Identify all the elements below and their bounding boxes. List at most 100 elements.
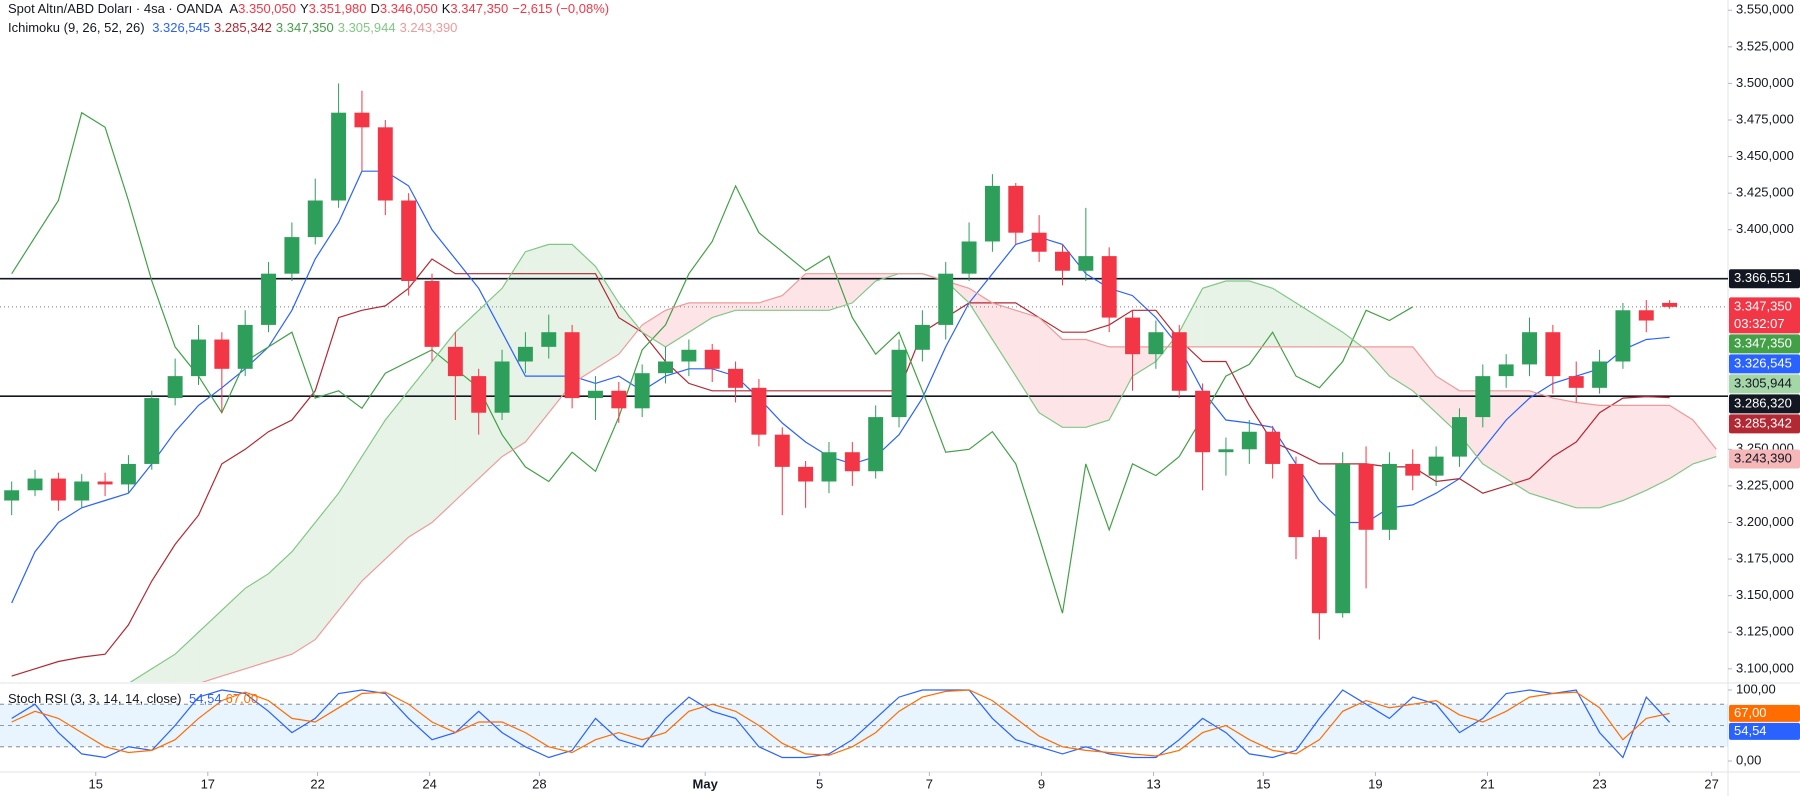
ohlc-value: 3.350,050 — [238, 1, 296, 16]
x-tick-label: 28 — [532, 776, 546, 791]
cloud-segment — [151, 654, 176, 682]
candle-body — [728, 368, 744, 388]
candle-body — [1638, 310, 1654, 321]
cloud-segment — [245, 573, 269, 669]
candle-body — [377, 127, 393, 201]
price-label: 3.286,320 — [1734, 395, 1792, 410]
x-tick-label: 19 — [1368, 776, 1382, 791]
candle-body — [1522, 332, 1537, 365]
candle-body — [1148, 332, 1164, 355]
ichimoku-value: 3.326,545 — [152, 20, 211, 35]
candle-body — [1288, 463, 1304, 538]
candle-body — [751, 387, 767, 435]
cloud-segment — [1529, 390, 1553, 501]
cloud-segment — [198, 610, 222, 682]
cloud-segment — [1389, 346, 1413, 391]
candle-body — [658, 361, 673, 374]
candle-body — [704, 349, 720, 369]
candle-body — [4, 490, 20, 501]
candle-body — [27, 478, 43, 491]
stoch-title: Stoch RSI (3, 3, 14, 14, close) — [8, 691, 182, 706]
x-tick-label: 13 — [1146, 776, 1160, 791]
candle-body — [144, 398, 160, 464]
stoch-legend: Stoch RSI (3, 3, 14, 14, close) 54,54 67,… — [8, 690, 262, 708]
cloud-segment — [1272, 288, 1296, 347]
cloud-segment — [1225, 280, 1250, 347]
candle-body — [1498, 364, 1514, 377]
cloud-segment — [1552, 398, 1577, 508]
candle-body — [471, 376, 487, 413]
cloud-segment — [221, 588, 246, 677]
price-label-box — [1729, 414, 1800, 434]
candle-body — [634, 373, 650, 409]
price-label: 3.366,551 — [1734, 270, 1792, 285]
candle-body — [1545, 332, 1561, 377]
x-tick-label: 21 — [1480, 776, 1494, 791]
candle-body — [868, 417, 884, 472]
ichimoku-value: 3.243,390 — [399, 20, 458, 35]
y-tick-label: 3.150,000 — [1736, 587, 1794, 602]
stoch-value: 54,54 — [189, 691, 222, 706]
symbol-legend: Spot Altın/ABD Doları · 4sa · OANDA A3.3… — [8, 0, 613, 18]
candle-body — [1241, 431, 1257, 450]
stoch-label-box — [1729, 704, 1800, 722]
candle-body — [1055, 251, 1070, 271]
cloud-segment — [1202, 280, 1226, 347]
y-tick-label: 3.100,000 — [1736, 660, 1794, 675]
candle-body — [1195, 390, 1211, 453]
change: −2,615 (−0,08%) — [512, 1, 610, 16]
x-tick-label: 15 — [1256, 776, 1270, 791]
candle-body — [1008, 185, 1024, 233]
axes: 3.550,000 3.525,000 3.500,000 3.475,000 3.45… — [89, 2, 1800, 791]
candle-body — [938, 273, 954, 325]
x-tick-label: 15 — [89, 776, 103, 791]
cloud-segment — [712, 302, 736, 318]
candle-body — [261, 273, 277, 325]
ichimoku-value: 3.305,944 — [337, 20, 396, 35]
price-label-box — [1729, 374, 1800, 394]
candle-body — [564, 332, 580, 399]
ohlc-key: D — [370, 1, 380, 16]
stoch-line — [11, 689, 1671, 759]
price-label: 3.326,545 — [1734, 355, 1792, 370]
y-tick-label: 3.550,000 — [1736, 2, 1794, 17]
cloud-segment — [758, 295, 783, 311]
y-tick-label: 3.475,000 — [1736, 111, 1794, 126]
candle-body — [1358, 463, 1374, 530]
candle-body — [1451, 417, 1467, 457]
price-label: 3.305,944 — [1734, 375, 1792, 390]
candle-body — [284, 237, 300, 274]
ohlc-value: 3.346,050 — [379, 1, 438, 16]
candle-body — [774, 434, 790, 467]
cloud-segment — [1085, 339, 1110, 428]
stoch-pane — [0, 689, 1728, 759]
candle-body — [191, 339, 206, 377]
y-tick-label: 3.425,000 — [1736, 185, 1794, 200]
y-tick-label: 3.200,000 — [1736, 514, 1794, 529]
cloud-segment — [1109, 346, 1133, 421]
ohlc-key: A — [229, 1, 239, 16]
cloud-segment — [992, 302, 1016, 377]
candle-body — [517, 346, 533, 362]
candle-body — [611, 390, 627, 409]
cloud-segment — [1506, 390, 1530, 494]
candle-body — [331, 112, 347, 201]
y-tick-label: 3.400,000 — [1736, 221, 1794, 236]
candle-body — [1428, 456, 1444, 476]
ohlc-value: 3.347,350 — [450, 1, 509, 16]
stoch-label: 54,54 — [1734, 723, 1767, 738]
candle-body — [214, 339, 230, 369]
candle-body — [1125, 317, 1141, 355]
indicator-title: Ichimoku (9, 26, 52, 26) — [8, 20, 145, 35]
candle-body — [120, 463, 136, 485]
x-tick-label: 5 — [816, 776, 823, 791]
stoch-line — [11, 689, 1670, 757]
candle-body — [1475, 376, 1491, 418]
ichimoku-line — [129, 243, 1717, 682]
cloud-segment — [782, 273, 806, 311]
stoch-value: 67,00 — [225, 691, 259, 706]
cloud-segment — [1062, 339, 1086, 428]
candle-body — [1171, 332, 1187, 391]
price-label-box — [1729, 449, 1800, 469]
